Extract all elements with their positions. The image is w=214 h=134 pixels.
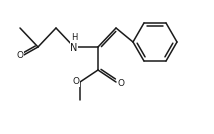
Text: O: O (16, 51, 24, 60)
Text: O: O (73, 77, 79, 87)
Text: N: N (70, 43, 78, 53)
Text: O: O (117, 79, 125, 88)
Text: H: H (71, 33, 77, 42)
